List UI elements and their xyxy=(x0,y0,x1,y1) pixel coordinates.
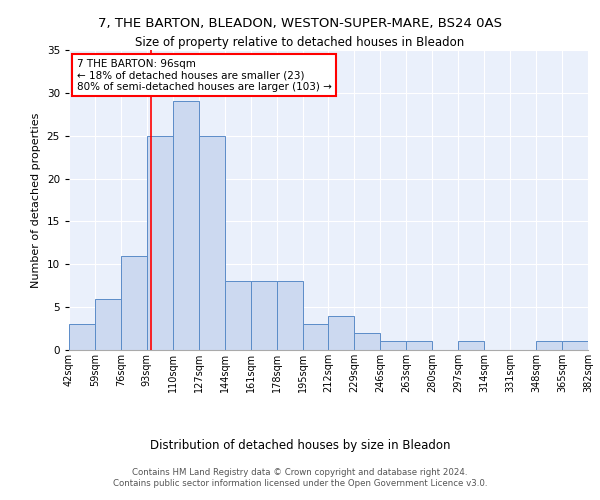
Bar xyxy=(302,324,329,350)
Bar xyxy=(536,342,562,350)
Bar xyxy=(380,342,406,350)
Text: Distribution of detached houses by size in Bleadon: Distribution of detached houses by size … xyxy=(150,440,450,452)
Y-axis label: Number of detached properties: Number of detached properties xyxy=(31,112,41,288)
Bar xyxy=(147,136,173,350)
Bar xyxy=(69,324,95,350)
Bar xyxy=(562,342,588,350)
Bar xyxy=(355,333,380,350)
Bar xyxy=(95,298,121,350)
Text: Contains HM Land Registry data © Crown copyright and database right 2024.
Contai: Contains HM Land Registry data © Crown c… xyxy=(113,468,487,487)
Bar xyxy=(224,282,251,350)
Text: Size of property relative to detached houses in Bleadon: Size of property relative to detached ho… xyxy=(136,36,464,49)
Bar xyxy=(458,342,484,350)
Bar xyxy=(329,316,355,350)
Text: 7, THE BARTON, BLEADON, WESTON-SUPER-MARE, BS24 0AS: 7, THE BARTON, BLEADON, WESTON-SUPER-MAR… xyxy=(98,18,502,30)
Text: 7 THE BARTON: 96sqm
← 18% of detached houses are smaller (23)
80% of semi-detach: 7 THE BARTON: 96sqm ← 18% of detached ho… xyxy=(77,58,332,92)
Bar xyxy=(173,102,199,350)
Bar xyxy=(251,282,277,350)
Bar xyxy=(199,136,224,350)
Bar xyxy=(406,342,432,350)
Bar xyxy=(277,282,302,350)
Bar xyxy=(121,256,147,350)
